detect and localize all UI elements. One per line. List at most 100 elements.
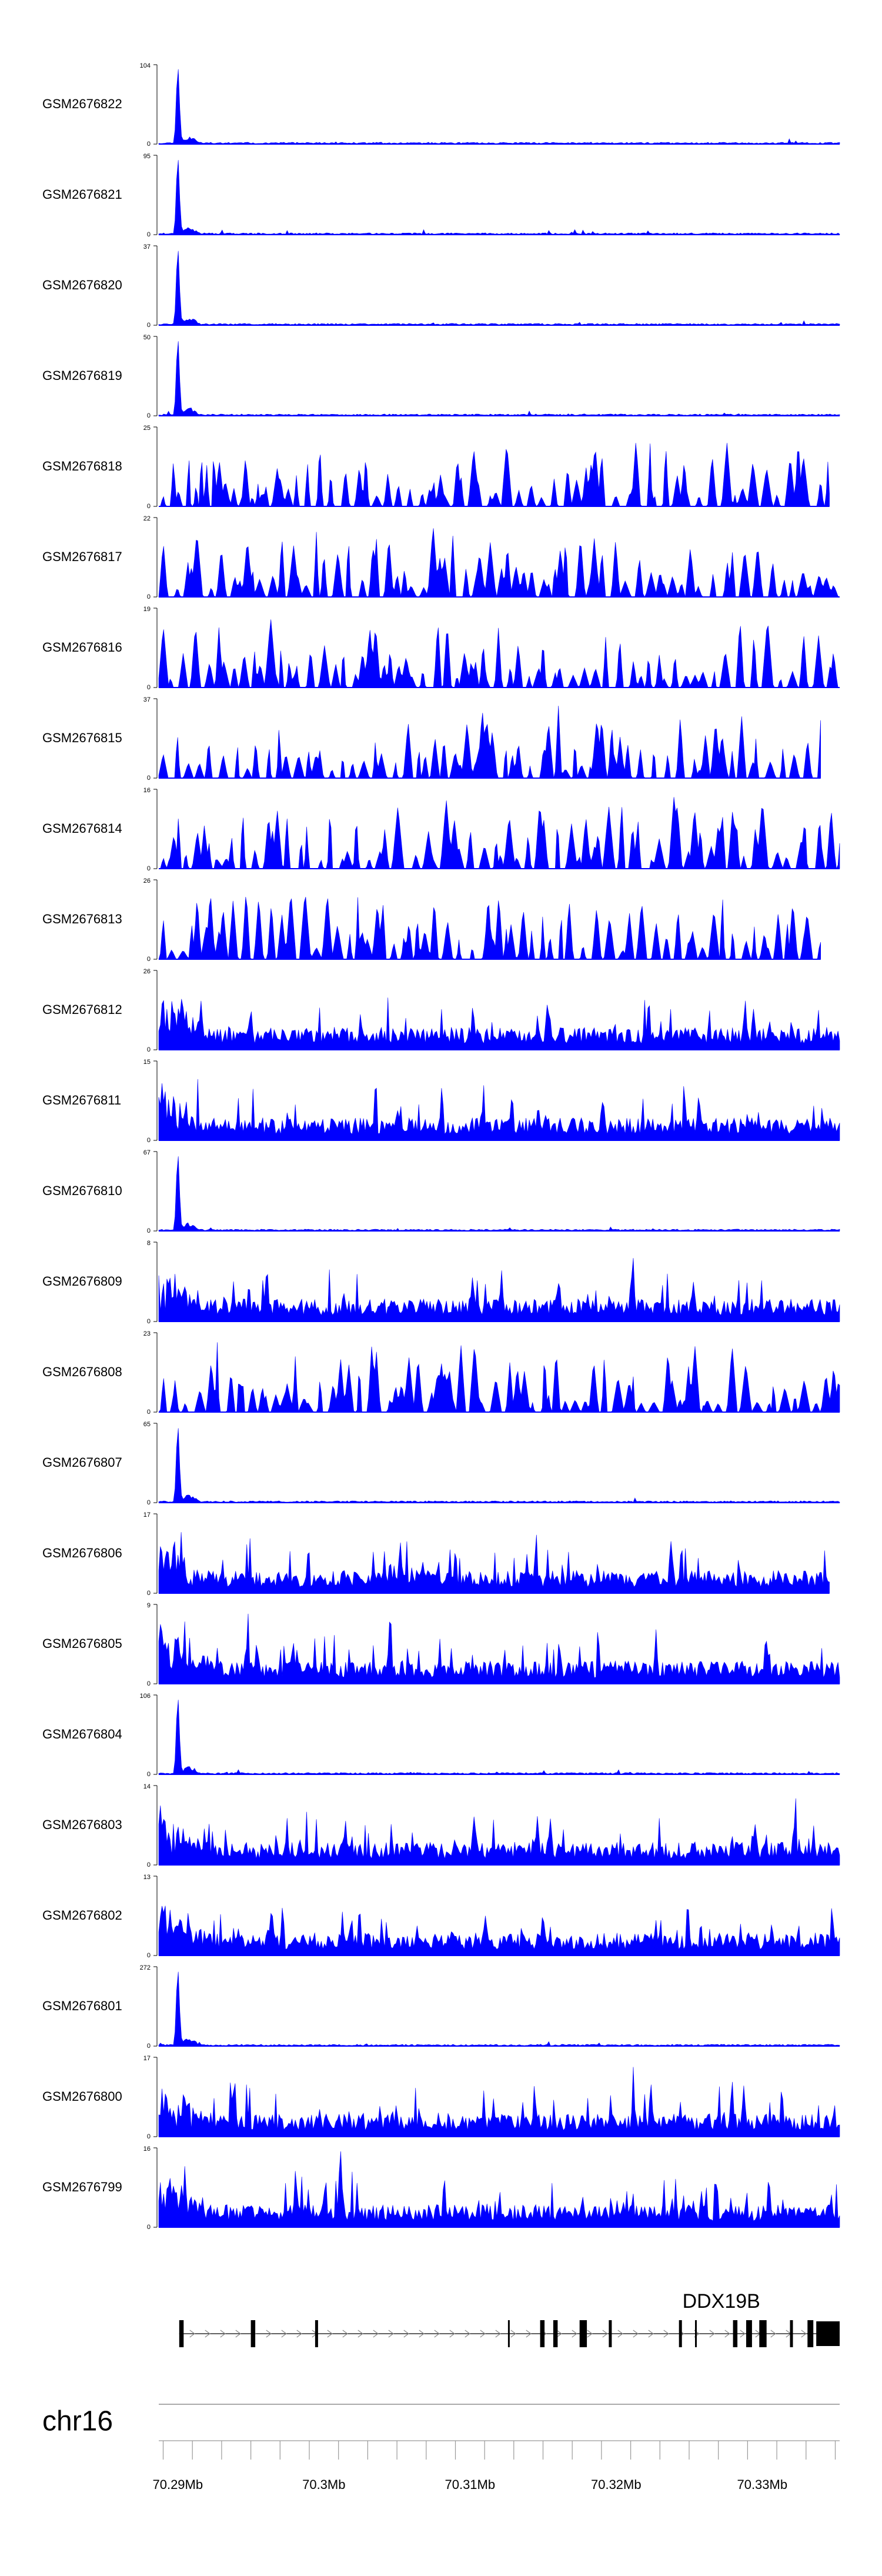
strand-chevron xyxy=(572,2330,577,2338)
track-ymax-label: 26 xyxy=(143,877,151,885)
exon xyxy=(540,2320,545,2347)
track-ymax-label: 106 xyxy=(140,1693,151,1700)
exon xyxy=(179,2320,184,2347)
strand-chevron xyxy=(205,2330,211,2338)
exon xyxy=(695,2320,697,2347)
strand-chevron xyxy=(434,2330,440,2338)
track-ymin-label: 0 xyxy=(147,322,151,329)
track-GSM2676802: GSM2676802 13 0 xyxy=(42,1874,840,1959)
strand-chevron xyxy=(281,2330,287,2338)
coverage-area xyxy=(158,1342,840,1413)
track-ymin-label: 0 xyxy=(147,1046,151,1053)
track-label: GSM2676819 xyxy=(42,368,122,383)
track-ymin-label: 0 xyxy=(147,1680,151,1687)
coverage-area xyxy=(158,1906,840,1956)
exon xyxy=(315,2320,318,2347)
track-ymin-label: 0 xyxy=(147,141,151,148)
track-ymin-label: 0 xyxy=(147,1499,151,1506)
track-GSM2676810: GSM2676810 67 0 xyxy=(42,1149,840,1234)
track-label: GSM2676820 xyxy=(42,278,122,292)
strand-chevron xyxy=(327,2330,333,2338)
track-ymax-label: 17 xyxy=(143,2055,151,2062)
track-GSM2676822: GSM2676822 104 0 xyxy=(42,62,840,148)
x-tick-label: 70.29Mb xyxy=(152,2477,203,2492)
strand-chevron xyxy=(342,2330,348,2338)
track-label: GSM2676805 xyxy=(42,1636,122,1651)
coverage-tracks: GSM26768221040GSM2676821950GSM2676820370… xyxy=(42,62,840,2231)
track-ymin-label: 0 xyxy=(147,1137,151,1144)
gene-name-label: DDX19B xyxy=(683,2290,760,2313)
strand-chevron xyxy=(495,2330,501,2338)
coverage-area xyxy=(158,706,821,779)
strand-chevron xyxy=(526,2330,532,2338)
coverage-area xyxy=(158,341,840,416)
strand-chevron xyxy=(189,2330,195,2338)
track-ymin-label: 0 xyxy=(147,2133,151,2140)
exon xyxy=(553,2320,558,2347)
track-GSM2676814: GSM2676814 16 0 xyxy=(42,787,840,872)
track-ymin-label: 0 xyxy=(147,231,151,238)
coverage-area xyxy=(158,997,840,1050)
strand-chevron xyxy=(266,2330,272,2338)
track-label: GSM2676802 xyxy=(42,1908,122,1923)
coverage-area xyxy=(158,619,840,689)
track-GSM2676799: GSM2676799 16 0 xyxy=(42,2145,840,2231)
track-label: GSM2676821 xyxy=(42,187,122,202)
coverage-area xyxy=(158,69,840,145)
track-GSM2676809: GSM2676809 8 0 xyxy=(42,1240,840,1325)
track-ymax-label: 65 xyxy=(143,1421,151,1428)
track-label: GSM2676815 xyxy=(42,730,122,745)
coverage-area xyxy=(158,1700,840,1775)
track-ymax-label: 104 xyxy=(140,62,151,69)
track-ymin-label: 0 xyxy=(147,2043,151,2050)
strand-chevron xyxy=(480,2330,486,2338)
coverage-area xyxy=(158,1613,840,1684)
track-label: GSM2676801 xyxy=(42,1998,122,2013)
track-GSM2676812: GSM2676812 26 0 xyxy=(42,968,840,1053)
exon xyxy=(790,2320,793,2347)
track-ymax-label: 17 xyxy=(143,1511,151,1519)
coverage-area xyxy=(158,1428,840,1503)
track-ymin-label: 0 xyxy=(147,1318,151,1325)
exon xyxy=(733,2320,738,2347)
track-label: GSM2676800 xyxy=(42,2089,122,2104)
track-GSM2676800: GSM2676800 17 0 xyxy=(42,2055,840,2140)
track-ymax-label: 13 xyxy=(143,1874,151,1881)
track-GSM2676813: GSM2676813 26 0 xyxy=(42,877,821,963)
coverage-area xyxy=(158,251,840,326)
gene-model: DDX19B xyxy=(179,2290,840,2347)
exon xyxy=(250,2320,256,2347)
strand-chevron xyxy=(663,2330,669,2338)
strand-chevron xyxy=(403,2330,409,2338)
track-GSM2676816: GSM2676816 19 0 xyxy=(42,606,840,691)
track-GSM2676817: GSM2676817 22 0 xyxy=(42,515,840,600)
track-ymax-label: 22 xyxy=(143,515,151,522)
coverage-area xyxy=(158,1971,840,2047)
track-ymax-label: 14 xyxy=(143,1783,151,1790)
strand-chevron xyxy=(373,2330,379,2338)
track-ymin-label: 0 xyxy=(147,865,151,872)
track-ymin-label: 0 xyxy=(147,412,151,419)
track-label: GSM2676812 xyxy=(42,1002,122,1017)
track-GSM2676804: GSM2676804 106 0 xyxy=(42,1693,840,1778)
track-label: GSM2676811 xyxy=(42,1093,121,1107)
track-label: GSM2676803 xyxy=(42,1817,122,1832)
track-GSM2676808: GSM2676808 23 0 xyxy=(42,1330,840,1416)
coverage-area xyxy=(159,443,830,508)
track-label: GSM2676817 xyxy=(42,549,122,564)
track-GSM2676815: GSM2676815 37 0 xyxy=(42,696,821,782)
strand-chevron xyxy=(740,2330,746,2338)
track-label: GSM2676818 xyxy=(42,459,122,473)
track-ymin-label: 0 xyxy=(147,956,151,963)
track-ymax-label: 67 xyxy=(143,1149,151,1156)
coverage-area xyxy=(158,1079,840,1141)
strand-chevron xyxy=(648,2330,654,2338)
track-ymax-label: 23 xyxy=(143,1330,151,1337)
track-ymax-label: 9 xyxy=(147,1602,151,1609)
track-ymax-label: 16 xyxy=(143,787,151,794)
track-ymin-label: 0 xyxy=(147,684,151,691)
strand-chevron xyxy=(220,2330,226,2338)
track-GSM2676821: GSM2676821 95 0 xyxy=(42,153,840,238)
track-label: GSM2676816 xyxy=(42,640,122,655)
